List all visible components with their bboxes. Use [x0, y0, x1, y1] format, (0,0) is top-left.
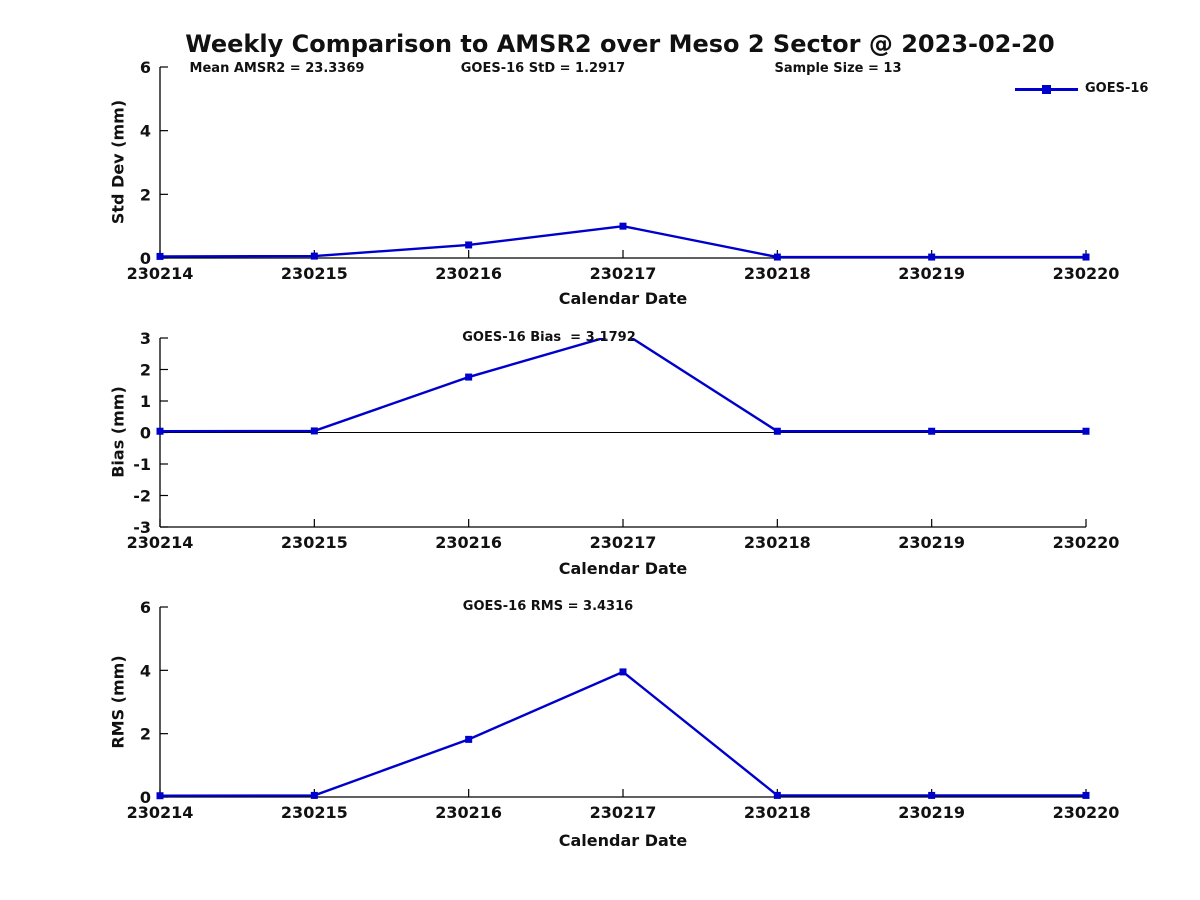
data-point-marker — [619, 668, 627, 676]
data-point-marker — [310, 252, 318, 260]
x-tick-label: 230219 — [898, 803, 965, 822]
x-tick-label: 230220 — [1053, 533, 1120, 552]
x-tick-label: 230218 — [744, 803, 811, 822]
page-title: Weekly Comparison to AMSR2 over Meso 2 S… — [185, 30, 1055, 58]
y-tick-label: 0 — [140, 788, 151, 807]
series-goes-16 — [156, 668, 1090, 800]
y-tick-label: -3 — [133, 518, 151, 537]
subplot-bias: -3 -2 -1 0 1 2 3 230214 230215 230216 230217 230218… — [127, 329, 1120, 552]
xlabel-std-dev: Calendar Date — [558, 289, 688, 308]
y-tick-label: 2 — [140, 725, 151, 744]
x-tick-label: 230219 — [898, 533, 965, 552]
x-tick-label: 230215 — [281, 264, 348, 283]
y-tick-label: 4 — [140, 661, 151, 680]
x-tick-label: 230217 — [590, 264, 657, 283]
data-point-marker — [619, 222, 627, 230]
series-line — [159, 338, 1086, 433]
xlabel-bias: Calendar Date — [558, 559, 688, 578]
data-point-marker — [773, 253, 781, 261]
series-goes-16 — [156, 222, 1090, 261]
x-tick-label: 230219 — [898, 264, 965, 283]
ylabel-std-dev: Std Dev (mm) — [108, 99, 128, 225]
y-tick-label: 2 — [140, 361, 151, 380]
data-point-marker — [310, 791, 318, 799]
data-point-marker — [773, 791, 781, 799]
data-point-marker — [1082, 253, 1090, 261]
data-point-marker — [156, 792, 164, 800]
ylabel-rms: RMS (mm) — [108, 655, 128, 749]
y-tick-label: 1 — [140, 392, 151, 411]
data-point-marker — [156, 427, 164, 435]
x-tick-label: 230214 — [127, 803, 194, 822]
xlabel-rms: Calendar Date — [558, 831, 688, 850]
stat-sample-size: Sample Size = 13 — [774, 61, 902, 76]
series-line — [159, 670, 1086, 797]
data-point-marker — [465, 241, 473, 249]
data-point-marker — [1082, 427, 1090, 435]
x-tick-label: 230214 — [127, 533, 194, 552]
y-tick-label: 4 — [140, 122, 151, 141]
data-point-marker — [928, 427, 936, 435]
data-point-marker — [310, 427, 318, 435]
x-tick-label: 230217 — [590, 533, 657, 552]
series-goes-16 — [156, 338, 1090, 435]
x-tick-label: 230215 — [281, 533, 348, 552]
y-tick-label: -1 — [133, 455, 151, 474]
x-tick-label: 230216 — [435, 264, 502, 283]
y-tick-label: 6 — [140, 58, 151, 77]
y-tick-label: 0 — [140, 249, 151, 268]
data-point-marker — [156, 252, 164, 260]
x-tick-label: 230216 — [435, 803, 502, 822]
y-tick-label: 3 — [140, 329, 151, 348]
rms-annotation: GOES-16 RMS = 3.4316 — [462, 599, 634, 614]
y-tick-label: 2 — [140, 185, 151, 204]
x-tick-label: 230214 — [127, 264, 194, 283]
data-point-marker — [928, 791, 936, 799]
x-tick-label: 230218 — [744, 533, 811, 552]
subplot-rms: 0 2 4 6 230214 230215 230216 230217 230218 230219… — [127, 598, 1120, 822]
ylabel-bias: Bias (mm) — [108, 386, 128, 478]
data-point-marker — [928, 253, 936, 261]
bias-annotation: GOES-16 Bias = 3.1792 — [462, 330, 636, 345]
subplot-std-dev: 0 2 4 6 230214 230215 230216 230217 230218 230219… — [127, 58, 1120, 283]
data-point-marker — [1082, 791, 1090, 799]
x-tick-label: 230220 — [1053, 803, 1120, 822]
legend-square-marker-icon — [1042, 85, 1051, 94]
data-point-marker — [465, 373, 473, 381]
y-tick-label: -2 — [133, 487, 151, 506]
y-tick-label: 0 — [140, 424, 151, 443]
x-tick-label: 230218 — [744, 264, 811, 283]
x-tick-label: 230220 — [1053, 264, 1120, 283]
x-tick-label: 230217 — [590, 803, 657, 822]
data-point-marker — [465, 735, 473, 743]
x-tick-label: 230215 — [281, 803, 348, 822]
data-point-marker — [773, 427, 781, 435]
x-tick-label: 230216 — [435, 533, 502, 552]
y-tick-label: 6 — [140, 598, 151, 617]
stat-mean-amsr2: Mean AMSR2 = 23.3369 — [189, 61, 365, 76]
legend-series-label: GOES-16 — [1085, 81, 1149, 96]
stat-goes16-std: GOES-16 StD = 1.2917 — [460, 61, 626, 76]
